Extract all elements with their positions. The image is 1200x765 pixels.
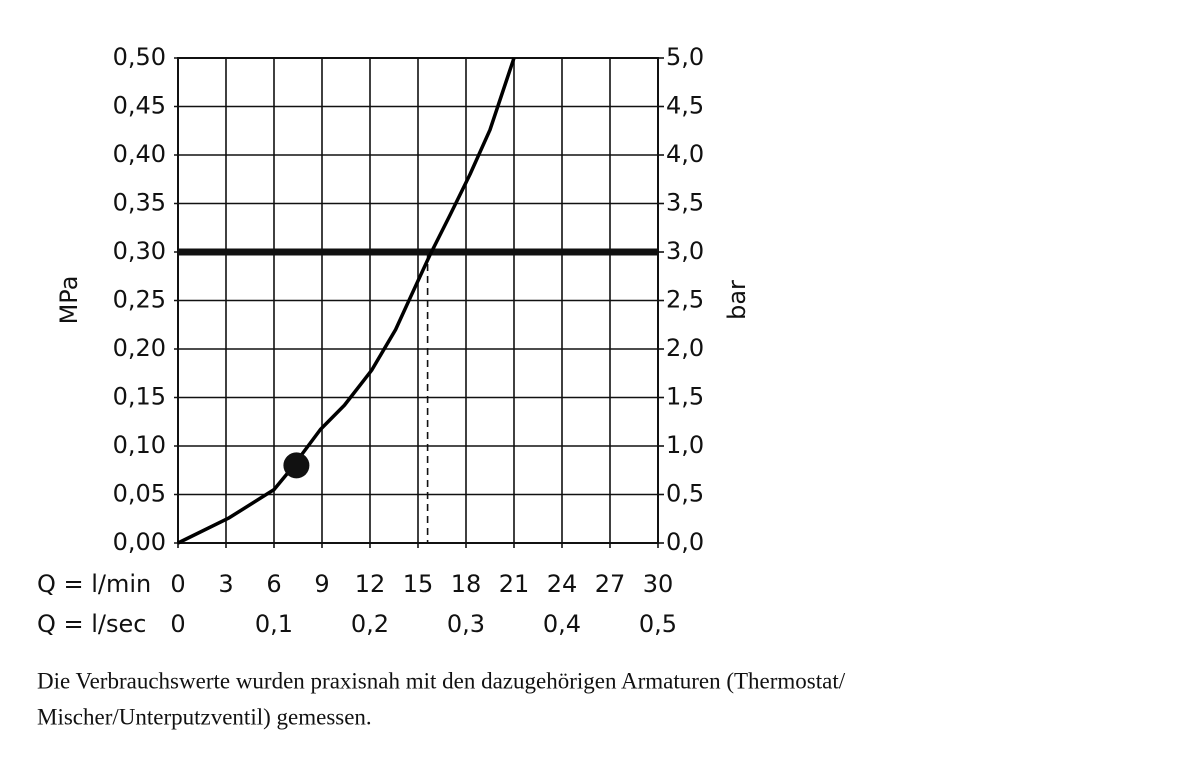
y-tick-label: 0,35 xyxy=(113,189,166,217)
y-tick-label: 0,25 xyxy=(113,286,166,314)
y-tick-label: 0,00 xyxy=(113,528,166,556)
x-tick-label: 30 xyxy=(643,570,674,598)
y2-tick-label: 0,0 xyxy=(666,528,704,556)
y2-tick-label: 5,0 xyxy=(666,43,704,71)
y2-tick-label: 2,5 xyxy=(666,286,704,314)
x-tick-label: 3 xyxy=(218,570,233,598)
x-tick-label: 24 xyxy=(547,570,578,598)
y-tick-label: 0,50 xyxy=(113,43,166,71)
x-tick-label: 15 xyxy=(403,570,434,598)
y2-tick-label: 4,0 xyxy=(666,140,704,168)
y2-tick-label: 1,5 xyxy=(666,383,704,411)
caption-line: Die Verbrauchswerte wurden praxisnah mit… xyxy=(37,668,846,693)
caption-line: Mischer/Unterputzventil) gemessen. xyxy=(37,704,372,729)
x2-tick-label: 0,2 xyxy=(351,610,389,638)
y-tick-label: 0,10 xyxy=(113,431,166,459)
marker xyxy=(283,452,310,479)
y-tick-label: 0,20 xyxy=(113,334,166,362)
y2-tick-label: 3,5 xyxy=(666,189,704,217)
x2-axis-label: Q = l/sec xyxy=(37,610,146,638)
y-tick-label: 0,15 xyxy=(113,383,166,411)
y2-axis-label: bar xyxy=(723,280,751,320)
x-tick-label: 21 xyxy=(499,570,530,598)
y2-tick-label: 0,5 xyxy=(666,480,704,508)
x2-tick-label: 0,1 xyxy=(255,610,293,638)
x-tick-label: 9 xyxy=(314,570,329,598)
y2-tick-label: 1,0 xyxy=(666,431,704,459)
y-tick-label: 0,40 xyxy=(113,140,166,168)
x-tick-label: 18 xyxy=(451,570,482,598)
x2-tick-label: 0,3 xyxy=(447,610,485,638)
y-axis-label: MPa xyxy=(55,276,83,325)
x2-tick-label: 0,4 xyxy=(543,610,581,638)
x2-tick-label: 0 xyxy=(170,610,185,638)
x2-tick-label: 0,5 xyxy=(639,610,677,638)
x-tick-label: 27 xyxy=(595,570,626,598)
curve xyxy=(177,57,516,545)
y2-tick-label: 2,0 xyxy=(666,334,704,362)
x-axis-label: Q = l/min xyxy=(37,570,151,598)
plot-border xyxy=(177,57,659,544)
y-tick-label: 0,45 xyxy=(113,92,166,120)
x-tick-label: 12 xyxy=(355,570,386,598)
y2-tick-label: 4,5 xyxy=(666,92,704,120)
x-tick-label: 6 xyxy=(266,570,281,598)
y-tick-label: 0,05 xyxy=(113,480,166,508)
x-tick-label: 0 xyxy=(170,570,185,598)
y2-tick-label: 3,0 xyxy=(666,237,704,265)
y-tick-label: 0,30 xyxy=(113,237,166,265)
